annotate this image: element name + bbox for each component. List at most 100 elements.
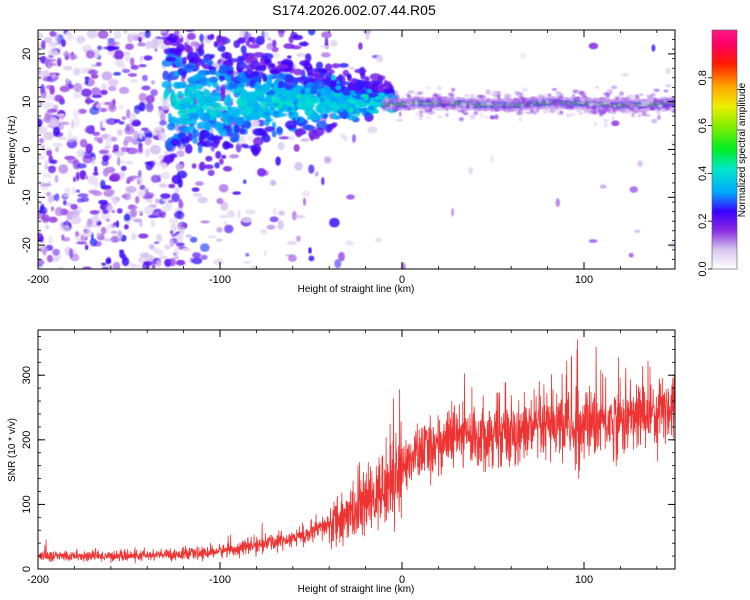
heatmap-cell [48, 216, 58, 223]
colorbar-tick-label: 0.2 [697, 214, 709, 229]
heatmap-cell [187, 86, 196, 93]
heatmap-cell [270, 69, 281, 75]
heatmap-cell [266, 73, 275, 80]
heatmap-cell [339, 105, 344, 112]
heatmap-cell [182, 56, 187, 66]
heatmap-cell [455, 104, 462, 110]
heatmap-cell [49, 119, 57, 128]
heatmap-cell [331, 122, 338, 128]
heatmap-cell [176, 233, 184, 242]
heatmap-cell [192, 136, 198, 144]
heatmap-cell [430, 98, 438, 103]
heatmap-cell [53, 126, 60, 136]
heatmap-cell [100, 226, 107, 235]
heatmap-cell [367, 88, 372, 94]
heatmap-cell [206, 98, 217, 104]
heatmap-cell [125, 55, 131, 63]
heatmap-cell [222, 166, 233, 172]
heatmap-cell [547, 93, 552, 97]
spectrogram-x-tick-label: -100 [209, 274, 231, 286]
heatmap-cell [193, 9, 204, 17]
heatmap-cell [296, 235, 301, 242]
heatmap-cell [51, 73, 57, 79]
heatmap-cell [98, 199, 108, 205]
heatmap-cell [130, 64, 139, 70]
spectrogram-x-tick-label: -200 [27, 274, 49, 286]
heatmap-cell [271, 130, 277, 138]
heatmap-cell [229, 154, 240, 159]
heatmap-cell [143, 130, 153, 137]
heatmap-cell [237, 209, 241, 219]
heatmap-cell [367, 105, 375, 111]
heatmap-cell [156, 259, 162, 268]
heatmap-cell [227, 105, 232, 112]
heatmap-cell [473, 111, 478, 116]
heatmap-cell [343, 136, 348, 142]
heatmap-cell [422, 102, 429, 106]
heatmap-cell [670, 138, 675, 146]
heatmap-cell [314, 171, 319, 177]
heatmap-cell [537, 98, 543, 104]
heatmap-cell [317, 115, 324, 119]
heatmap-cell [358, 42, 363, 50]
heatmap-cell [432, 108, 437, 113]
heatmap-cell [82, 266, 92, 269]
heatmap-cell [69, 248, 74, 258]
heatmap-cell [264, 95, 272, 104]
heatmap-cell [611, 120, 620, 127]
heatmap-cell [489, 92, 496, 97]
snr-y-ticks: 0 100 200 300 [21, 336, 675, 572]
heatmap-cell [417, 91, 424, 95]
heatmap-cell [118, 104, 124, 110]
heatmap-cell [85, 79, 89, 85]
heatmap-cell [200, 220, 210, 224]
heatmap-cell [219, 158, 224, 165]
heatmap-cell [479, 112, 484, 118]
heatmap-cell [363, 30, 371, 35]
heatmap-cell [178, 33, 183, 39]
heatmap-cell [593, 122, 598, 126]
heatmap-cell [54, 174, 59, 183]
heatmap-cell [167, 74, 172, 84]
heatmap-cell [137, 33, 144, 38]
heatmap-cell [220, 105, 227, 112]
heatmap-cell [620, 96, 626, 101]
heatmap-cell [521, 97, 527, 102]
heatmap-cell [239, 129, 245, 135]
heatmap-cell [320, 102, 327, 106]
heatmap-cell [293, 68, 303, 76]
heatmap-cell [187, 32, 196, 41]
heatmap-cell [335, 80, 341, 85]
heatmap-cell [595, 85, 600, 89]
heatmap-cell [435, 106, 442, 111]
heatmap-cell [555, 198, 561, 208]
heatmap-cell [495, 103, 503, 109]
heatmap-cell [195, 181, 204, 187]
heatmap-cell [81, 196, 90, 203]
heatmap-cell [551, 87, 558, 92]
heatmap-cell [205, 59, 214, 66]
heatmap-cell [75, 171, 80, 181]
heatmap-cell [223, 96, 232, 107]
heatmap-cell [278, 81, 285, 89]
heatmap-cell [125, 160, 134, 165]
spectrogram-y-tick-label: 0 [21, 146, 33, 152]
heatmap-cell [122, 51, 131, 56]
heatmap-cell [195, 89, 202, 100]
heatmap-cell [646, 105, 650, 109]
heatmap-cell [285, 120, 297, 130]
heatmap-cell [154, 48, 158, 52]
heatmap-cell [509, 101, 515, 105]
heatmap-cell [348, 103, 355, 107]
heatmap-cell [141, 85, 151, 91]
heatmap-cell [616, 106, 620, 111]
heatmap-cell [517, 100, 523, 104]
heatmap-cell [170, 41, 180, 47]
heatmap-cell [130, 209, 138, 218]
heatmap-cell [44, 163, 48, 170]
heatmap-cell [215, 150, 222, 159]
heatmap-cell [304, 87, 311, 93]
heatmap-cell [139, 218, 143, 227]
heatmap-cell [545, 105, 549, 109]
heatmap-cell [295, 94, 304, 99]
